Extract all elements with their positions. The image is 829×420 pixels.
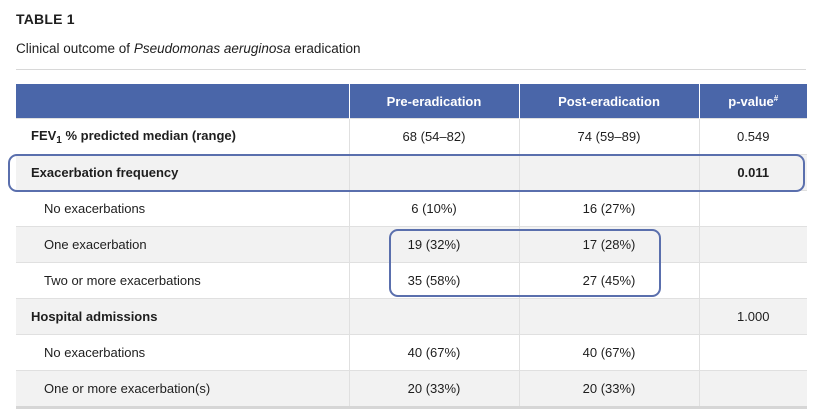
cell-p-value: 0.011 [698,154,807,191]
caption-organism: Pseudomonas aeruginosa [133,41,291,56]
fev-subscript: 1 [56,134,62,146]
cell-p-value [698,334,807,371]
header-post-eradication: Post-eradication [518,84,699,119]
cell-post [518,154,699,191]
table-row-one-exacerbation: One exacerbation 19 (32%) 17 (28%) [16,226,807,263]
row-label: Hospital admissions [16,298,349,335]
table-header-row: Pre-eradication Post-eradication p-value… [16,84,807,119]
fev-prefix: FEV [31,127,57,143]
cell-pre [348,154,519,191]
cell-pre [348,298,519,335]
row-label: Exacerbation frequency [16,154,349,191]
caption-prefix: Clinical outcome of [16,41,134,56]
row-label: Two or more exacerbations [16,262,349,299]
cell-post [518,298,699,335]
row-label: No exacerbations [16,334,349,371]
cell-p-value: 0.549 [698,118,807,155]
table-row-exacerbation-frequency: Exacerbation frequency 0.011 [16,154,807,191]
cell-pre: 19 (32%) [348,226,519,263]
outcome-table: Pre-eradication Post-eradication p-value… [16,84,807,409]
header-p-value: p-value# [698,84,807,119]
table-row-no-exacerbations: No exacerbations 6 (10%) 16 (27%) [16,190,807,227]
top-divider [16,69,806,70]
cell-post: 74 (59–89) [518,118,699,155]
cell-pre: 35 (58%) [348,262,519,299]
cell-post: 20 (33%) [518,370,699,409]
row-label: No exacerbations [16,190,349,227]
fev-suffix: % predicted median (range) [61,127,236,143]
cell-post: 40 (67%) [518,334,699,371]
cell-pre: 68 (54–82) [348,118,519,155]
row-label: One exacerbation [16,226,349,263]
cell-p-value [698,226,807,263]
cell-p-value: 1.000 [698,298,807,335]
cell-p-value [698,262,807,299]
header-p-value-label: p-value [728,93,774,109]
header-p-value-mark: # [773,93,779,103]
table-row-fev1: FEV1 % predicted median (range) 68 (54–8… [16,118,807,155]
cell-pre: 40 (67%) [348,334,519,371]
cell-post: 16 (27%) [518,190,699,227]
caption-suffix: eradication [290,41,361,56]
cell-p-value [698,370,807,409]
cell-post: 27 (45%) [518,262,699,299]
table-label: TABLE 1 [16,11,75,27]
row-label: FEV1 % predicted median (range) [16,118,349,155]
table-row-admissions-one-or-more: One or more exacerbation(s) 20 (33%) 20 … [16,370,807,409]
row-label: One or more exacerbation(s) [16,370,349,409]
header-pre-eradication: Pre-eradication [348,84,519,119]
cell-pre: 6 (10%) [348,190,519,227]
table-caption: Clinical outcome of Pseudomonas aerugino… [16,41,360,56]
cell-pre: 20 (33%) [348,370,519,409]
cell-post: 17 (28%) [518,226,699,263]
table-row-hospital-admissions: Hospital admissions 1.000 [16,298,807,335]
cell-p-value [698,190,807,227]
table-row-two-or-more-exacerbations: Two or more exacerbations 35 (58%) 27 (4… [16,262,807,299]
table-row-admissions-none: No exacerbations 40 (67%) 40 (67%) [16,334,807,371]
header-blank [16,84,349,119]
